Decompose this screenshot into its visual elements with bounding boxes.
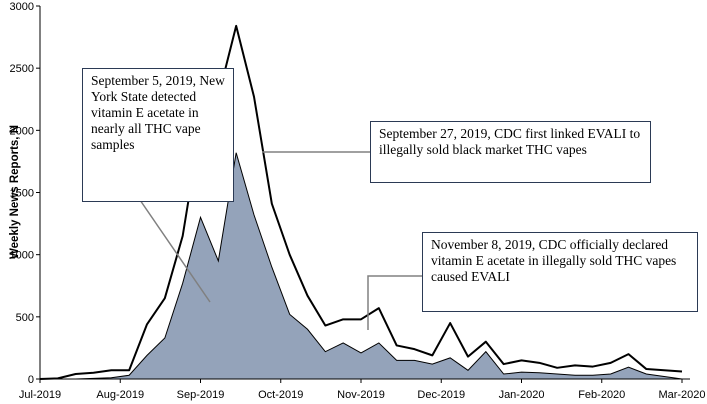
x-tick-label-3: Oct-2019 [258, 389, 303, 401]
annotation-cdc-link: September 27, 2019, CDC first linked EVA… [370, 121, 651, 183]
area-series-vitamin-e [40, 152, 683, 380]
x-tick-label-1: Aug-2019 [96, 389, 144, 401]
x-tick-label-5: Dec-2019 [417, 389, 465, 401]
annotation-leaders [139, 151, 422, 330]
y-tick-label-0: 0 [28, 374, 34, 386]
y-tick-label-3: 1500 [10, 188, 34, 200]
annotation-ny-state: September 5, 2019, New York State detect… [82, 68, 234, 202]
x-tick-label-7: Feb-2020 [578, 389, 625, 401]
y-tick-label-5: 2500 [10, 63, 34, 75]
annotation-ny-state-text: September 5, 2019, New York State detect… [91, 73, 225, 152]
leader-cdc-declare [367, 275, 422, 330]
leader-ny [139, 199, 211, 303]
annotation-cdc-declare-text: November 8, 2019, CDC officially declare… [431, 237, 677, 284]
x-tick-label-2: Sep-2019 [177, 389, 225, 401]
annotation-cdc-declare: November 8, 2019, CDC officially declare… [422, 232, 698, 312]
x-tick-label-0: Jul-2019 [19, 389, 61, 401]
y-axis-label: Weekly News Reports, N [9, 125, 21, 259]
y-ticks: 0 500 1000 1500 2000 2500 3000 [10, 1, 40, 386]
x-ticks: Jul-2019 Aug-2019 Sep-2019 Oct-2019 Nov-2019… [19, 379, 706, 401]
x-tick-label-8: Mar-2020 [658, 389, 705, 401]
x-tick-label-4: Nov-2019 [337, 389, 385, 401]
y-tick-label-4: 2000 [10, 125, 34, 137]
y-tick-label-1: 500 [16, 312, 34, 324]
y-tick-label-6: 3000 [10, 1, 34, 13]
x-tick-label-6: Jan-2020 [499, 389, 545, 401]
annotation-cdc-link-text: September 27, 2019, CDC first linked EVA… [379, 126, 641, 157]
series-group [39, 24, 683, 380]
line-series-all-reports [39, 24, 683, 380]
y-tick-label-2: 1000 [10, 250, 34, 262]
